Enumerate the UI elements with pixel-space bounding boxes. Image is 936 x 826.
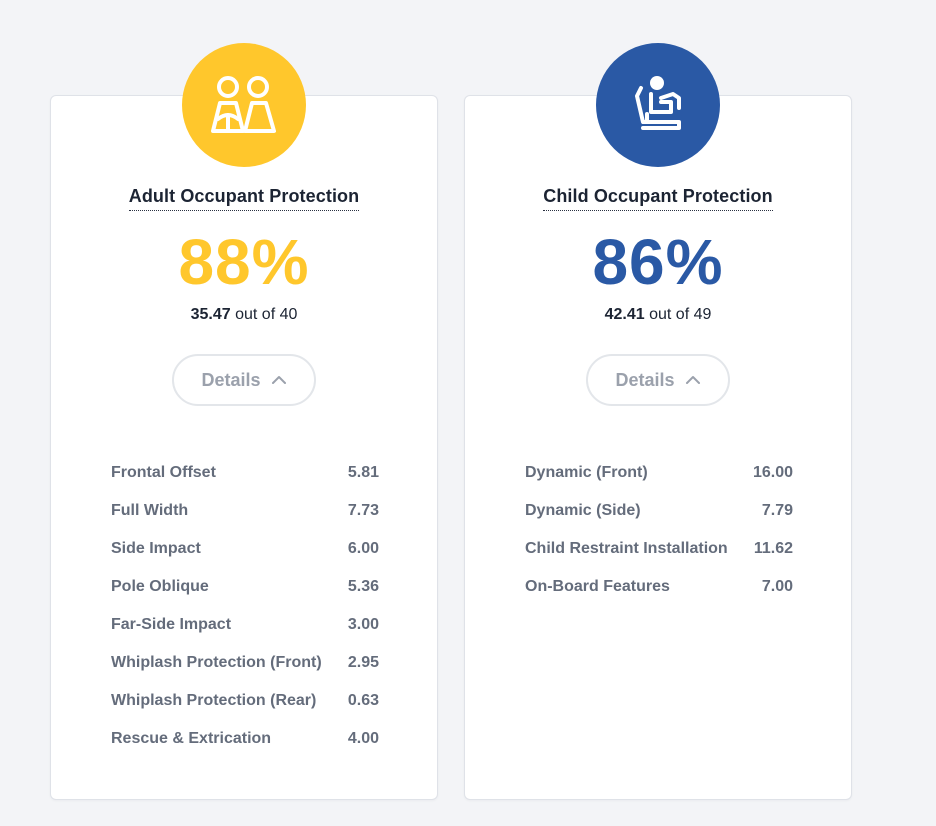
breakdown-row: Side Impact 6.00 [111, 530, 379, 568]
row-label: Frontal Offset [111, 464, 216, 481]
adult-score-suffix: out of 40 [230, 306, 298, 323]
row-value: 6.00 [347, 540, 379, 557]
breakdown-row: On-Board Features 7.00 [525, 568, 793, 606]
row-value: 3.00 [347, 616, 379, 633]
details-label: Details [615, 369, 675, 390]
child-title: Child Occupant Protection [465, 186, 851, 211]
child-seat-icon [627, 74, 689, 136]
child-score-suffix: out of 49 [644, 306, 712, 323]
row-label: Dynamic (Side) [525, 502, 641, 519]
child-breakdown-list: Dynamic (Front) 16.00 Dynamic (Side) 7.79 … [525, 454, 793, 606]
adult-details-button[interactable]: Details [172, 354, 316, 406]
adult-badge [182, 43, 306, 167]
row-label: Whiplash Protection (Rear) [111, 692, 317, 709]
row-label: Far-Side Impact [111, 616, 232, 633]
breakdown-row: Rescue & Extrication 4.00 [111, 720, 379, 758]
adult-score: 35.47 [190, 306, 231, 323]
adult-title: Adult Occupant Protection [51, 186, 437, 211]
row-value: 7.73 [347, 502, 379, 519]
breakdown-row: Far-Side Impact 3.00 [111, 606, 379, 644]
row-value: 5.36 [347, 578, 379, 595]
row-value: 16.00 [752, 464, 793, 481]
row-value: 5.81 [347, 464, 379, 481]
adult-percent: 88% [178, 226, 310, 298]
child-score: 42.41 [604, 306, 645, 323]
row-value: 7.00 [761, 578, 793, 595]
row-label: Rescue & Extrication [111, 730, 272, 747]
row-value: 0.63 [347, 692, 379, 709]
breakdown-row: Child Restraint Installation 11.62 [525, 530, 793, 568]
row-value: 7.79 [761, 502, 793, 519]
breakdown-row: Frontal Offset 5.81 [111, 454, 379, 492]
breakdown-row: Dynamic (Front) 16.00 [525, 454, 793, 492]
details-label: Details [201, 369, 261, 390]
breakdown-row: Pole Oblique 5.36 [111, 568, 379, 606]
chevron-up-icon [685, 375, 701, 385]
row-label: Full Width [111, 502, 189, 519]
child-percent: 86% [592, 226, 724, 298]
breakdown-row: Whiplash Protection (Rear) 0.63 [111, 682, 379, 720]
adult-occupant-card: Adult Occupant Protection 88% 35.47 out … [50, 43, 438, 800]
breakdown-row: Dynamic (Side) 7.79 [525, 492, 793, 530]
row-value: 11.62 [753, 540, 793, 557]
row-label: Whiplash Protection (Front) [111, 654, 322, 671]
row-label: Dynamic (Front) [525, 464, 648, 481]
chevron-up-icon [271, 375, 287, 385]
child-occupant-card: Child Occupant Protection 86% 42.41 out … [464, 43, 852, 800]
breakdown-row: Full Width 7.73 [111, 492, 379, 530]
adult-occupants-icon [208, 75, 280, 135]
child-details-button[interactable]: Details [586, 354, 730, 406]
row-value: 2.95 [347, 654, 379, 671]
row-label: Side Impact [111, 540, 201, 557]
adult-score-line: 35.47 out of 40 [51, 306, 437, 324]
row-label: On-Board Features [525, 578, 670, 595]
row-label: Child Restraint Installation [525, 540, 728, 557]
adult-breakdown-list: Frontal Offset 5.81 Full Width 7.73 Side I… [111, 454, 379, 758]
row-value: 4.00 [347, 730, 379, 747]
breakdown-row: Whiplash Protection (Front) 2.95 [111, 644, 379, 682]
child-badge [596, 43, 720, 167]
child-score-line: 42.41 out of 49 [465, 306, 851, 324]
row-label: Pole Oblique [111, 578, 209, 595]
